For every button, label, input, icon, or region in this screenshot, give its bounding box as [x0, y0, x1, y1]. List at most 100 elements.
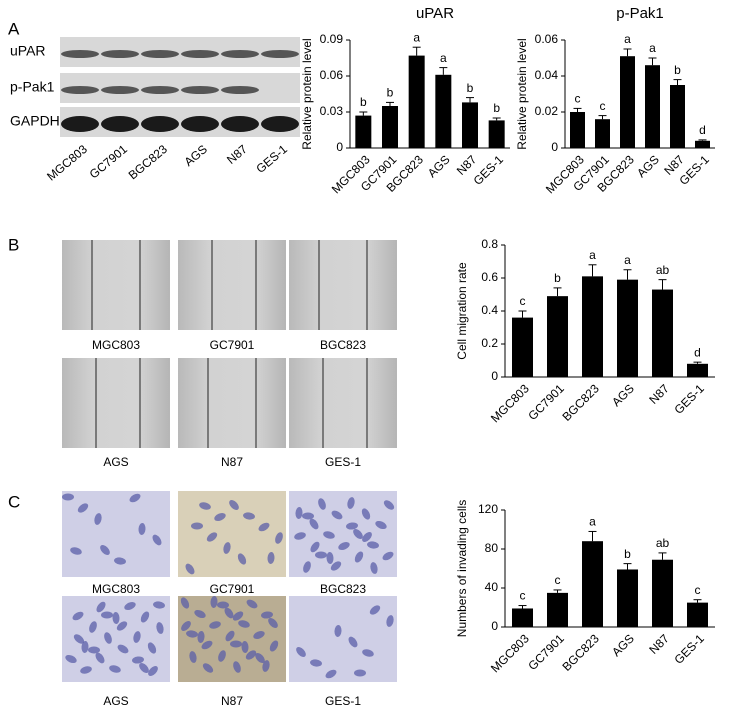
significance-label: c: [695, 583, 701, 597]
cell: [116, 621, 128, 631]
wound-image: [289, 240, 397, 330]
y-axis-label: Cell migration rate: [455, 262, 469, 360]
cell: [334, 625, 342, 637]
x-tick-label: MGC803: [488, 381, 532, 425]
significance-label: c: [520, 294, 526, 308]
y-tick-label: 40: [485, 580, 499, 594]
cell: [156, 622, 164, 634]
cell: [361, 508, 371, 520]
cell: [375, 520, 387, 530]
significance-label: c: [555, 573, 561, 587]
bar: [382, 106, 398, 148]
x-tick-label: BGC823: [559, 381, 602, 424]
cell: [189, 651, 197, 663]
cell: [269, 640, 279, 652]
blot-band: [61, 86, 99, 94]
y-tick-label: 0.09: [320, 32, 344, 46]
significance-label: b: [387, 86, 394, 100]
bar: [355, 115, 372, 148]
cell: [261, 611, 273, 619]
cell: [323, 531, 335, 539]
y-axis-label: Relative protein level: [300, 38, 314, 149]
blot-band: [181, 116, 219, 132]
cell: [112, 612, 120, 624]
bar: [687, 602, 708, 627]
cell: [267, 552, 275, 564]
x-tick-label: GES-1: [671, 381, 707, 417]
bar: [462, 102, 478, 148]
cell: [303, 561, 311, 573]
y-tick-label: 0.04: [535, 68, 559, 82]
significance-label: b: [674, 63, 681, 77]
cell: [233, 661, 241, 673]
cell: [218, 650, 226, 662]
cell: [202, 663, 214, 673]
significance-label: b: [360, 95, 367, 109]
blot-band: [61, 116, 99, 132]
panel-label: C: [8, 492, 20, 511]
wound-image: [178, 240, 286, 330]
image-caption: GC7901: [210, 338, 255, 352]
cell: [238, 620, 250, 628]
cell: [246, 599, 258, 609]
cell: [353, 529, 363, 539]
bar: [547, 592, 568, 627]
cell: [101, 611, 113, 619]
cell: [199, 502, 211, 510]
bar: [645, 65, 660, 148]
blot-band: [101, 116, 139, 132]
cell: [330, 561, 342, 571]
lane-label: AGS: [182, 142, 210, 169]
cell: [348, 636, 358, 648]
lane-label: GES-1: [253, 142, 290, 176]
cell: [181, 621, 191, 631]
wound-image: [62, 358, 170, 448]
significance-label: d: [699, 123, 706, 137]
cell: [72, 611, 84, 621]
cell: [96, 601, 106, 613]
y-tick-label: 0.02: [535, 104, 559, 118]
blot-band: [221, 116, 259, 132]
image-caption: AGS: [103, 455, 128, 469]
cell: [117, 644, 129, 654]
cell: [354, 551, 364, 563]
significance-label: b: [554, 271, 561, 285]
cell: [153, 601, 165, 609]
blot-row-label: GAPDH: [10, 113, 60, 129]
bar: [570, 112, 585, 148]
cell: [318, 498, 326, 510]
panel-label: A: [8, 19, 20, 38]
blot-band: [61, 50, 99, 58]
cell: [133, 631, 141, 643]
cell: [326, 552, 334, 564]
blot-row-label: uPAR: [10, 43, 46, 59]
wound-image: [178, 358, 286, 448]
cell: [148, 666, 158, 676]
cell: [338, 542, 350, 550]
bar: [670, 85, 685, 148]
cell: [237, 553, 247, 565]
cell: [77, 503, 89, 513]
y-tick-label: 0.03: [320, 104, 344, 118]
bar: [617, 279, 638, 377]
cell: [73, 634, 85, 644]
bar: [687, 363, 708, 377]
bar: [595, 119, 610, 148]
cell: [80, 666, 92, 674]
cell: [382, 551, 394, 561]
panel-label: B: [8, 235, 19, 254]
blot-band: [141, 116, 179, 132]
image-caption: GES-1: [325, 455, 361, 469]
bar: [512, 317, 533, 377]
cell: [232, 611, 244, 621]
cell: [253, 631, 265, 639]
cell: [81, 641, 89, 653]
cell: [346, 522, 358, 530]
cell: [229, 500, 239, 510]
bar: [435, 74, 452, 148]
cell: [302, 512, 314, 520]
image-caption: MGC803: [92, 582, 140, 596]
y-tick-label: 80: [485, 541, 499, 555]
cell: [201, 640, 213, 650]
blot-strip: [60, 73, 300, 103]
